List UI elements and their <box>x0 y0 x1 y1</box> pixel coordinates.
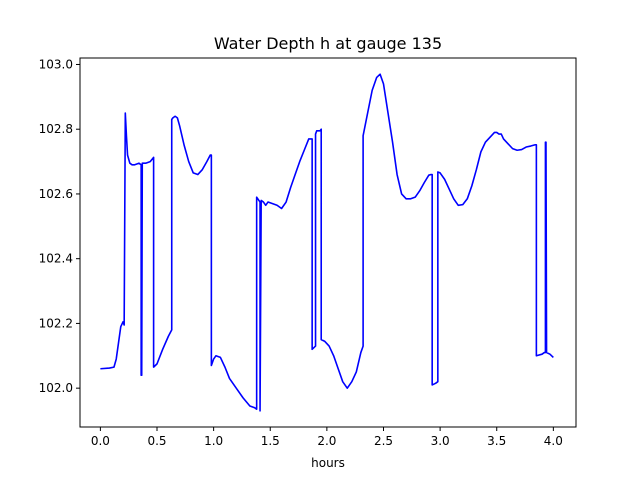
x-tick-label: 2.0 <box>317 434 336 448</box>
series-line-0 <box>100 73 554 412</box>
x-tick-label: 2.5 <box>374 434 393 448</box>
x-tick-label: 1.0 <box>204 434 223 448</box>
chart-title: Water Depth h at gauge 135 <box>214 34 442 53</box>
x-tick-label: 4.0 <box>544 434 563 448</box>
y-tick-label: 102.4 <box>39 252 73 266</box>
x-tick-label: 3.5 <box>487 434 506 448</box>
x-tick-label: 3.0 <box>431 434 450 448</box>
x-tick-label: 0.5 <box>147 434 166 448</box>
series-layer <box>100 73 554 412</box>
y-tick-label: 102.0 <box>39 381 73 395</box>
x-axis-label: hours <box>311 456 345 470</box>
plot-frame <box>79 57 577 428</box>
y-tick-label: 102.2 <box>39 316 73 330</box>
x-tick-label: 0.0 <box>91 434 110 448</box>
y-tick-label: 103.0 <box>39 57 73 71</box>
x-tick-label: 1.5 <box>261 434 280 448</box>
y-axis-ticks: 102.0 102.2 102.4 102.6 102.8 103.0 <box>39 57 80 395</box>
y-tick-label: 102.6 <box>39 187 73 201</box>
y-tick-label: 102.8 <box>39 122 73 136</box>
x-axis-ticks: 0.0 0.5 1.0 1.5 2.0 2.5 3.0 3.5 4.0 <box>91 427 563 448</box>
